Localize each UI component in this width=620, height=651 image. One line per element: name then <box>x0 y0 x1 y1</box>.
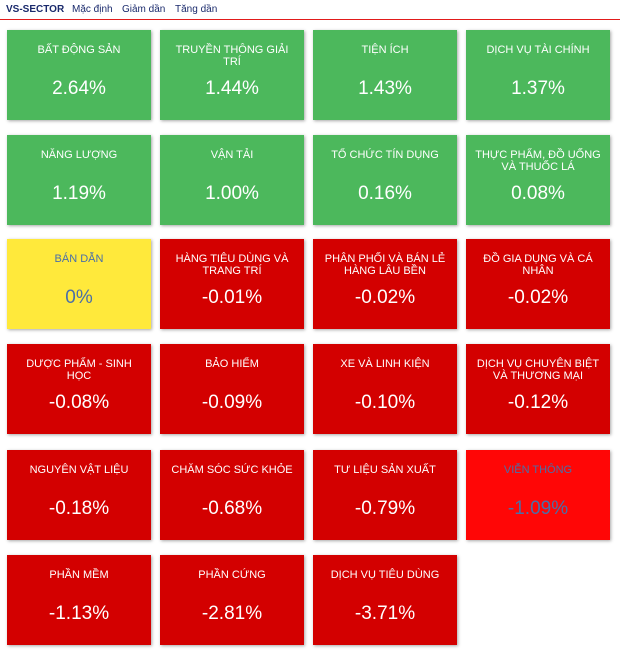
sector-tile[interactable]: TƯ LIỆU SẢN XUẤT -0.79% <box>313 450 457 540</box>
sort-default-link[interactable]: Mặc định <box>72 4 113 15</box>
sector-change: -2.81% <box>201 603 263 624</box>
sector-tile[interactable]: TRUYỀN THÔNG GIẢI TRÍ 1.44% <box>160 30 304 120</box>
sector-tile[interactable]: DỊCH VỤ CHUYÊN BIỆT VÀ THƯƠNG MẠI -0.12% <box>466 344 610 434</box>
sector-tile[interactable]: DỊCH VỤ TIÊU DÙNG -3.71% <box>313 555 457 645</box>
sector-tile[interactable]: DƯỢC PHẨM - SINH HỌC -0.08% <box>7 344 151 434</box>
sector-tile[interactable]: BẢO HIỂM -0.09% <box>160 344 304 434</box>
sector-tile[interactable]: PHÂN PHỐI VÀ BÁN LẺ HÀNG LÂU BỀN -0.02% <box>313 239 457 329</box>
sector-change: -0.10% <box>354 392 416 413</box>
sector-change: 1.44% <box>205 78 259 99</box>
sector-tile[interactable]: CHĂM SÓC SỨC KHỎE -0.68% <box>160 450 304 540</box>
sector-name: TỔ CHỨC TÍN DỤNG <box>331 149 439 161</box>
sector-tile[interactable]: PHẦN MỀM -1.13% <box>7 555 151 645</box>
sector-name: DỊCH VỤ TÀI CHÍNH <box>486 44 590 56</box>
sector-tile[interactable]: TIỆN ÍCH 1.43% <box>313 30 457 120</box>
sector-change: -1.09% <box>507 498 569 519</box>
sector-name: VIỄN THÔNG <box>503 464 573 476</box>
sector-change: -0.02% <box>507 287 569 308</box>
sector-name: DƯỢC PHẨM - SINH HỌC <box>26 358 132 382</box>
sector-name: NĂNG LƯỢNG <box>40 149 118 161</box>
sector-tile[interactable]: HÀNG TIÊU DÙNG VÀ TRANG TRÍ -0.01% <box>160 239 304 329</box>
sector-tile[interactable]: XE VÀ LINH KIỆN -0.10% <box>313 344 457 434</box>
sector-name: BÁN DẪN <box>54 253 104 265</box>
sector-change: 0% <box>65 287 93 308</box>
sector-change: 2.64% <box>52 78 106 99</box>
sector-change: 1.00% <box>205 183 259 204</box>
sector-tile[interactable]: PHẦN CỨNG -2.81% <box>160 555 304 645</box>
sector-change: -0.09% <box>201 392 263 413</box>
sector-tile[interactable]: VẬN TẢI 1.00% <box>160 135 304 225</box>
sector-name: XE VÀ LINH KIỆN <box>340 358 430 370</box>
header-bar: VS-SECTOR Mặc định Giảm dần Tăng dần <box>0 0 620 20</box>
sector-name: TƯ LIỆU SẢN XUẤT <box>334 464 436 476</box>
sector-tile[interactable]: TỔ CHỨC TÍN DỤNG 0.16% <box>313 135 457 225</box>
sector-change: -3.71% <box>354 603 416 624</box>
sector-tile[interactable]: ĐỒ GIA DỤNG VÀ CÁ NHÂN -0.02% <box>466 239 610 329</box>
sector-tile[interactable]: THỰC PHẨM, ĐỒ UỐNG VÀ THUỐC LÁ 0.08% <box>466 135 610 225</box>
sector-tile[interactable]: BÁN DẪN 0% <box>7 239 151 329</box>
sector-change: -0.08% <box>48 392 110 413</box>
sector-change: 0.08% <box>511 183 565 204</box>
sector-name: THỰC PHẨM, ĐỒ UỐNG VÀ THUỐC LÁ <box>475 149 601 173</box>
sector-name: PHẦN CỨNG <box>198 569 266 581</box>
sector-name: DỊCH VỤ CHUYÊN BIỆT VÀ THƯƠNG MẠI <box>476 358 600 382</box>
sector-name: PHÂN PHỐI VÀ BÁN LẺ HÀNG LÂU BỀN <box>324 253 446 277</box>
sort-ascending-link[interactable]: Tăng dần <box>175 4 218 15</box>
sector-name: VẬN TẢI <box>210 149 254 161</box>
sector-name: DỊCH VỤ TIÊU DÙNG <box>330 569 440 581</box>
sector-change: 0.16% <box>358 183 412 204</box>
sector-name: ĐỒ GIA DỤNG VÀ CÁ NHÂN <box>483 253 593 277</box>
sector-name: TRUYỀN THÔNG GIẢI TRÍ <box>175 44 289 68</box>
sector-change: -0.79% <box>354 498 416 519</box>
sector-change: -1.13% <box>48 603 110 624</box>
sector-name: NGUYÊN VẬT LIỆU <box>29 464 129 476</box>
sector-name: HÀNG TIÊU DÙNG VÀ TRANG TRÍ <box>175 253 289 277</box>
sector-tile[interactable]: NĂNG LƯỢNG 1.19% <box>7 135 151 225</box>
sector-name: BẢO HIỂM <box>205 358 259 370</box>
sector-tile[interactable]: DỊCH VỤ TÀI CHÍNH 1.37% <box>466 30 610 120</box>
sector-change: 1.19% <box>52 183 106 204</box>
sector-name: CHĂM SÓC SỨC KHỎE <box>171 464 293 476</box>
sector-tile[interactable]: VIỄN THÔNG -1.09% <box>466 450 610 540</box>
sort-descending-link[interactable]: Giảm dần <box>122 4 166 15</box>
sector-name: BẤT ĐỘNG SẢN <box>37 44 121 56</box>
page-title: VS-SECTOR <box>6 4 65 15</box>
sector-tile[interactable]: NGUYÊN VẬT LIỆU -0.18% <box>7 450 151 540</box>
sector-change: -0.18% <box>48 498 110 519</box>
sector-change: 1.37% <box>511 78 565 99</box>
sector-change: -0.02% <box>354 287 416 308</box>
sector-change: -0.68% <box>201 498 263 519</box>
sector-tile[interactable]: BẤT ĐỘNG SẢN 2.64% <box>7 30 151 120</box>
sector-change: -0.01% <box>201 287 263 308</box>
sector-change: 1.43% <box>358 78 412 99</box>
sector-name: PHẦN MỀM <box>49 569 109 581</box>
sector-change: -0.12% <box>507 392 569 413</box>
sector-name: TIỆN ÍCH <box>361 44 409 56</box>
